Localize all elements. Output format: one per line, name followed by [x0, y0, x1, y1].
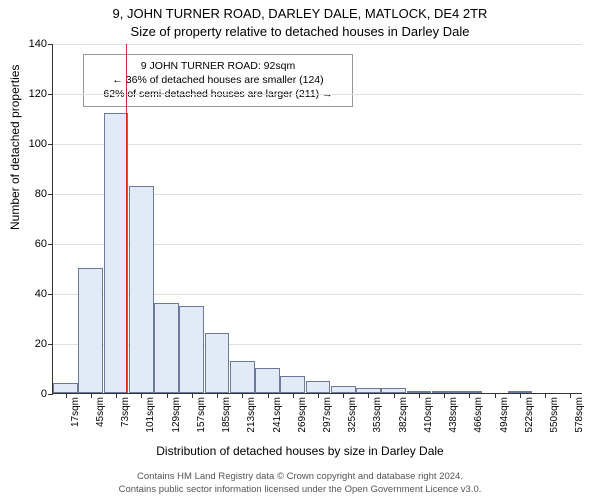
- chart-container: 9, JOHN TURNER ROAD, DARLEY DALE, MATLOC…: [0, 0, 600, 500]
- reference-line: [126, 44, 127, 393]
- ytick-mark: [48, 394, 53, 395]
- histogram-bar: [78, 268, 103, 393]
- gridline: [53, 144, 582, 145]
- xtick-mark: [495, 393, 496, 398]
- histogram-bar: [129, 186, 154, 394]
- ytick-mark: [48, 244, 53, 245]
- xtick-label: 101sqm: [145, 397, 156, 433]
- plot-area: 9 JOHN TURNER ROAD: 92sqm ← 36% of detac…: [52, 44, 582, 394]
- xtick-mark: [444, 393, 445, 398]
- annotation-line1: 9 JOHN TURNER ROAD: 92sqm: [90, 59, 346, 73]
- xtick-label: 522sqm: [524, 397, 535, 433]
- xtick-mark: [545, 393, 546, 398]
- xtick-mark: [570, 393, 571, 398]
- xtick-mark: [318, 393, 319, 398]
- xtick-mark: [141, 393, 142, 398]
- ytick-label: 100: [29, 138, 47, 150]
- chart-subtitle: Size of property relative to detached ho…: [0, 24, 600, 39]
- histogram-bar: [255, 368, 280, 393]
- xtick-label: 45sqm: [95, 397, 106, 427]
- address-title: 9, JOHN TURNER ROAD, DARLEY DALE, MATLOC…: [0, 6, 600, 21]
- ytick-mark: [48, 44, 53, 45]
- annotation-line2: ← 36% of detached houses are smaller (12…: [90, 73, 346, 87]
- histogram-bar: [179, 306, 204, 394]
- histogram-bar: [306, 381, 331, 394]
- xtick-label: 241sqm: [272, 397, 283, 433]
- x-axis-label: Distribution of detached houses by size …: [0, 444, 600, 458]
- xtick-mark: [116, 393, 117, 398]
- ytick-label: 0: [41, 388, 47, 400]
- xtick-label: 325sqm: [347, 397, 358, 433]
- xtick-label: 550sqm: [549, 397, 560, 433]
- license-line2: Contains public sector information licen…: [0, 484, 600, 496]
- xtick-label: 73sqm: [120, 397, 131, 427]
- xtick-label: 297sqm: [322, 397, 333, 433]
- xtick-mark: [293, 393, 294, 398]
- xtick-label: 129sqm: [171, 397, 182, 433]
- ytick-mark: [48, 294, 53, 295]
- ytick-label: 40: [35, 288, 47, 300]
- xtick-mark: [217, 393, 218, 398]
- xtick-label: 185sqm: [221, 397, 232, 433]
- xtick-label: 17sqm: [70, 397, 81, 427]
- xtick-label: 438sqm: [448, 397, 459, 433]
- ytick-label: 120: [29, 88, 47, 100]
- xtick-mark: [394, 393, 395, 398]
- gridline: [53, 94, 582, 95]
- xtick-mark: [419, 393, 420, 398]
- y-axis-label: Number of detached properties: [8, 65, 22, 230]
- ytick-mark: [48, 144, 53, 145]
- xtick-mark: [469, 393, 470, 398]
- histogram-bar: [280, 376, 305, 394]
- xtick-label: 466sqm: [473, 397, 484, 433]
- ytick-mark: [48, 94, 53, 95]
- ytick-label: 60: [35, 238, 47, 250]
- xtick-mark: [368, 393, 369, 398]
- histogram-bar: [154, 303, 179, 393]
- xtick-mark: [520, 393, 521, 398]
- xtick-label: 157sqm: [196, 397, 207, 433]
- xtick-mark: [66, 393, 67, 398]
- xtick-label: 494sqm: [499, 397, 510, 433]
- xtick-label: 269sqm: [297, 397, 308, 433]
- histogram-bar: [53, 383, 78, 393]
- xtick-mark: [192, 393, 193, 398]
- xtick-mark: [343, 393, 344, 398]
- ytick-label: 20: [35, 338, 47, 350]
- xtick-label: 382sqm: [398, 397, 409, 433]
- xtick-label: 578sqm: [574, 397, 585, 433]
- xtick-mark: [91, 393, 92, 398]
- xtick-mark: [167, 393, 168, 398]
- ytick-label: 80: [35, 188, 47, 200]
- ytick-mark: [48, 344, 53, 345]
- gridline: [53, 44, 582, 45]
- xtick-mark: [242, 393, 243, 398]
- xtick-mark: [268, 393, 269, 398]
- histogram-bar: [205, 333, 230, 393]
- annotation-box: 9 JOHN TURNER ROAD: 92sqm ← 36% of detac…: [83, 54, 353, 107]
- ytick-mark: [48, 194, 53, 195]
- xtick-label: 353sqm: [372, 397, 383, 433]
- license-text: Contains HM Land Registry data © Crown c…: [0, 471, 600, 496]
- xtick-label: 213sqm: [246, 397, 257, 433]
- license-line1: Contains HM Land Registry data © Crown c…: [0, 471, 600, 483]
- histogram-bar: [230, 361, 255, 394]
- histogram-bar: [331, 386, 356, 394]
- xtick-label: 410sqm: [423, 397, 434, 433]
- ytick-label: 140: [29, 38, 47, 50]
